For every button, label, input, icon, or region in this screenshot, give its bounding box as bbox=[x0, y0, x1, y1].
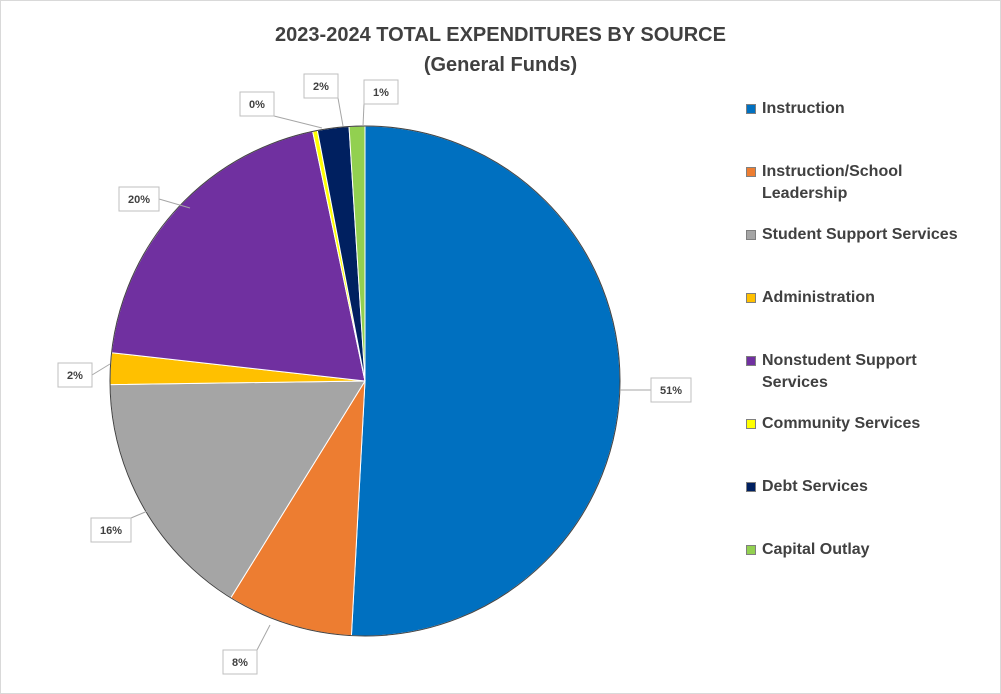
leader-line bbox=[91, 363, 111, 376]
data-label-box bbox=[239, 91, 275, 117]
leader-line bbox=[130, 509, 151, 519]
data-label-box bbox=[90, 517, 132, 543]
legend-swatch bbox=[746, 167, 756, 177]
data-label-administration: 2% bbox=[57, 362, 111, 388]
legend-label: Capital Outlay bbox=[762, 541, 870, 558]
legend-swatch bbox=[746, 104, 756, 114]
legend-label: Instruction bbox=[762, 100, 845, 117]
legend-label: Instruction/School Leadership bbox=[762, 163, 903, 202]
legend-label: Nonstudent Support Services bbox=[762, 352, 917, 391]
leader-line bbox=[362, 103, 365, 127]
data-label-text: 2% bbox=[67, 370, 83, 382]
data-label-student-support-services: 16% bbox=[90, 509, 151, 543]
data-label-capital-outlay: 1% bbox=[362, 79, 399, 127]
data-label-box bbox=[363, 79, 399, 105]
data-label-text: 8% bbox=[232, 657, 248, 669]
legend-label: Administration bbox=[762, 289, 875, 306]
legend-swatch bbox=[746, 482, 756, 492]
pie-slice-instruction bbox=[350, 125, 621, 637]
data-label-box bbox=[650, 377, 692, 403]
legend-label: Debt Services bbox=[762, 478, 868, 495]
data-label-box bbox=[222, 649, 258, 675]
leader-line bbox=[337, 97, 344, 127]
legend-swatch bbox=[746, 356, 756, 366]
data-label-box bbox=[118, 186, 160, 212]
data-label-text: 51% bbox=[660, 385, 682, 397]
chart-subtitle: (General Funds) bbox=[423, 54, 578, 76]
data-label-text: 2% bbox=[313, 81, 329, 93]
leader-line bbox=[256, 624, 271, 651]
data-label-nonstudent-support-services: 20% bbox=[118, 186, 191, 212]
data-label-instruction-school-leadership: 8% bbox=[222, 624, 271, 675]
legend-swatch bbox=[746, 293, 756, 303]
pie-outline bbox=[109, 125, 621, 637]
data-label-text: 0% bbox=[249, 99, 265, 111]
legend-label: Community Services bbox=[762, 415, 921, 432]
data-label-box bbox=[303, 73, 339, 99]
legend-label: Student Support Services bbox=[762, 226, 958, 243]
chart-title: 2023-2024 TOTAL EXPENDITURES BY SOURCE bbox=[275, 24, 726, 46]
data-label-community-services: 0% bbox=[239, 91, 323, 129]
data-label-text: 1% bbox=[373, 87, 389, 99]
leader-line bbox=[158, 198, 191, 209]
data-label-instruction: 51% bbox=[620, 377, 692, 403]
data-label-text: 20% bbox=[128, 194, 150, 206]
leader-line bbox=[273, 115, 323, 129]
legend-swatch bbox=[746, 545, 756, 555]
data-label-debt-services: 2% bbox=[303, 73, 344, 127]
data-label-box bbox=[57, 362, 93, 388]
data-label-text: 16% bbox=[100, 525, 122, 537]
legend-swatch bbox=[746, 419, 756, 429]
legend-swatch bbox=[746, 230, 756, 240]
